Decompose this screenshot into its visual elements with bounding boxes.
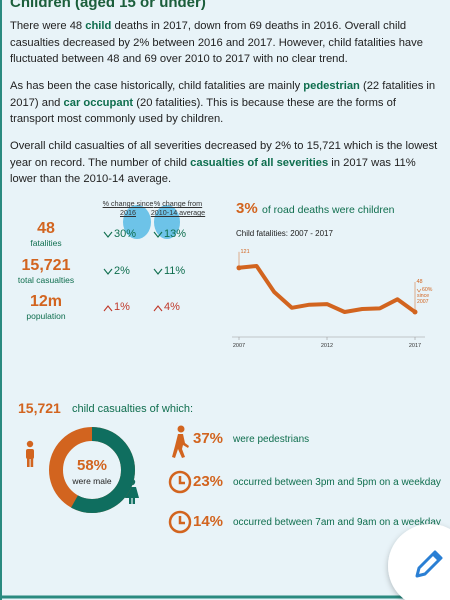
title: Children (aged 15 or under) <box>10 0 206 11</box>
change-value: 4% <box>164 301 180 313</box>
paragraph: As has been the case historically, child… <box>10 78 440 128</box>
change-arrow <box>103 268 113 275</box>
total-value: 15,721 <box>18 400 61 416</box>
stat-value: 12m <box>29 293 63 310</box>
item-value: 37% <box>193 430 224 447</box>
line-series <box>238 264 417 314</box>
change-value: 13% <box>164 228 187 240</box>
text-run: There were 48 <box>10 20 86 32</box>
stat-value: 15,721 <box>21 257 71 274</box>
x-tick-label: 2007 <box>233 343 245 349</box>
change-arrow <box>103 231 113 238</box>
left-border <box>0 0 2 600</box>
item-text: were pedestrians <box>233 434 310 445</box>
value-label: 121 <box>241 249 250 255</box>
stat-label: fatalities <box>30 238 62 248</box>
x-tick-label: 2017 <box>409 343 421 349</box>
total-text: child casualties of which: <box>72 403 194 415</box>
touch-highlight <box>154 205 180 239</box>
change-value: 11% <box>164 265 186 277</box>
text-run: deaths in 2017, down from 69 deaths in 2… <box>10 20 423 65</box>
text-run: in 2017 was 11% lower than the 2010-14 a… <box>10 156 416 186</box>
text-run: Overall child casualties of all severiti… <box>10 140 438 169</box>
item-text: occurred between 7am and 9am on a weekda… <box>233 517 441 528</box>
clock-icon <box>168 510 192 534</box>
donut-segment <box>49 427 135 513</box>
highlight: car occupant <box>63 96 134 109</box>
item-value: 14% <box>193 513 224 530</box>
touch-highlight <box>123 205 151 239</box>
change-chevron <box>416 288 422 293</box>
annotation: 2007 <box>417 299 429 305</box>
highlight: pedestrian <box>303 80 360 92</box>
column-header: % change since 2016 <box>102 199 154 217</box>
clock-icon <box>168 470 192 494</box>
item-text: occurred between 3pm and 5pm on a weekda… <box>233 477 441 488</box>
highlight: casualties of all severities <box>190 156 329 169</box>
paragraph: Overall child casualties of all severiti… <box>10 138 440 188</box>
stat-label: population <box>26 311 66 321</box>
donut-label: 58% <box>76 457 108 474</box>
road-deaths-text: of road deaths were children <box>262 204 395 216</box>
chart-title: Child fatalities: 2007 - 2017 <box>236 229 333 238</box>
change-arrow <box>103 305 113 312</box>
road-deaths-value: 3% <box>236 200 258 217</box>
value-label: 48 <box>417 279 423 285</box>
stat-label: total casualties <box>17 275 75 285</box>
change-value: 30% <box>114 228 137 240</box>
change-arrow <box>153 305 163 312</box>
stat-value: 48 <box>37 220 55 237</box>
item-value: 23% <box>193 473 224 490</box>
annotation: since <box>417 293 429 299</box>
text-run: (22 fatalities in 2017) and <box>10 80 436 109</box>
change-arrow <box>153 268 163 275</box>
donut-text: were male <box>72 476 112 486</box>
male-icon <box>26 440 34 467</box>
change-value: 2% <box>114 265 130 277</box>
change-arrow <box>153 231 163 238</box>
text-run: (20 fatalities). This is because these a… <box>10 96 396 126</box>
pedestrian-icon <box>172 425 189 458</box>
change-value: 1% <box>114 301 130 313</box>
text-run: As has been the case historically, child… <box>10 80 304 92</box>
column-header: % change from 2010-14 average <box>150 199 206 217</box>
x-tick-label: 2012 <box>321 343 333 349</box>
annotation: 60% <box>422 287 433 293</box>
highlight: child <box>85 20 112 32</box>
paragraph: There were 48 child deaths in 2017, down… <box>10 18 440 68</box>
